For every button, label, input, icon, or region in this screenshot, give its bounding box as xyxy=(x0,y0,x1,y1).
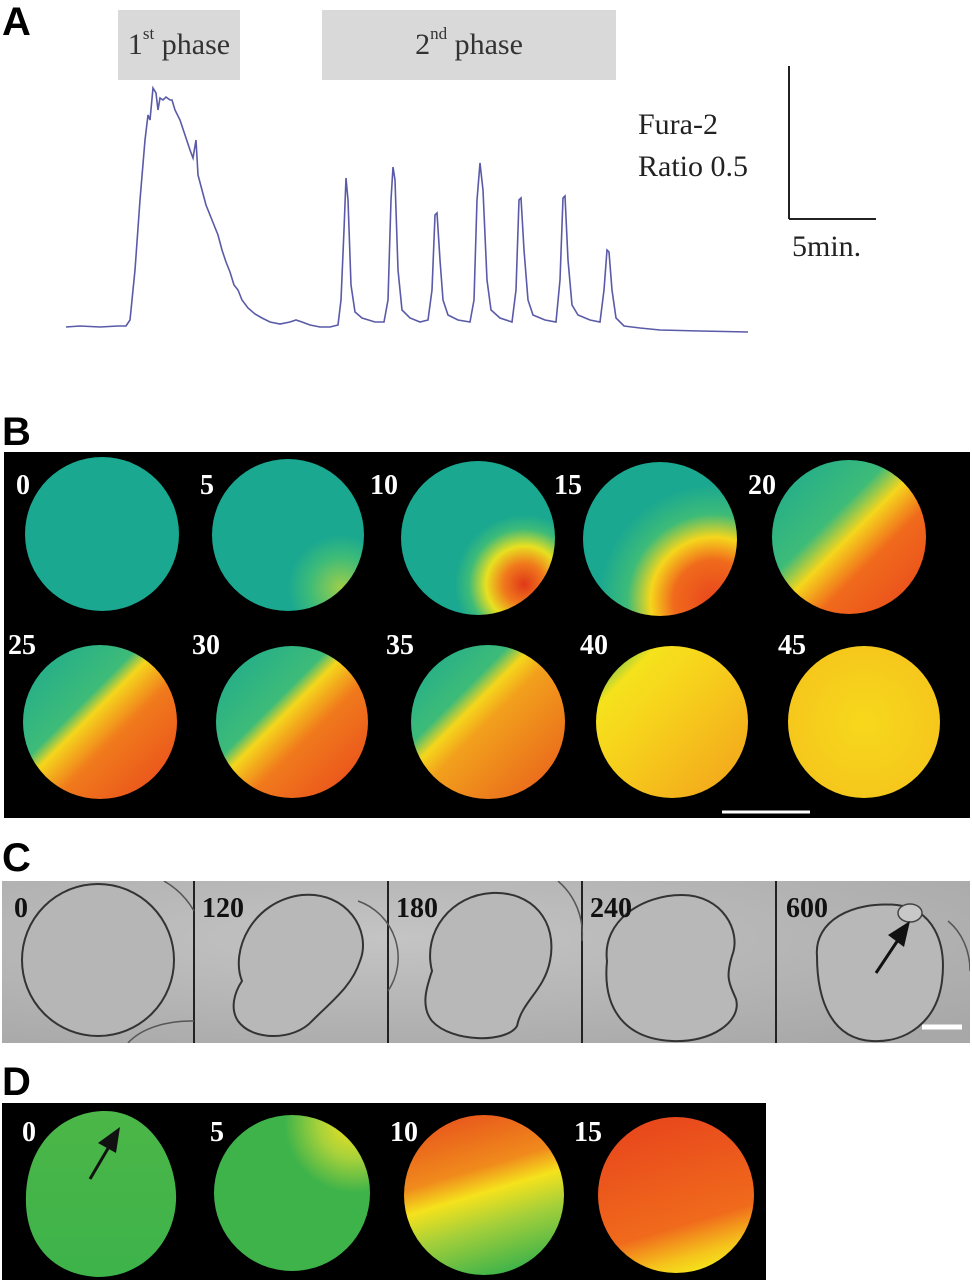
cell-b-15 xyxy=(583,462,737,616)
panel-d-image-strip: 0 5 10 15 xyxy=(2,1103,766,1280)
frame-label-d-15: 15 xyxy=(574,1117,602,1148)
frame-label-b-35: 35 xyxy=(386,630,414,661)
frame-label-d-5: 5 xyxy=(210,1117,224,1148)
scale-y-label: Fura-2 Ratio 0.5 xyxy=(638,104,748,188)
cell-b-30 xyxy=(216,646,368,798)
cell-d-10 xyxy=(404,1115,564,1275)
scale-y-label-line2: Ratio 0.5 xyxy=(638,150,748,183)
cell-d-15 xyxy=(598,1117,754,1273)
panel-b-image-strip: 0 5 10 15 20 25 30 35 40 45 xyxy=(4,452,970,818)
first-phase-box: 1st phase xyxy=(118,10,240,80)
frame-label-b-45: 45 xyxy=(778,630,806,661)
cell-b-25 xyxy=(23,645,177,799)
frame-label-b-30: 30 xyxy=(192,630,220,661)
frame-label-c-240: 240 xyxy=(590,893,632,924)
frame-label-c-120: 120 xyxy=(202,893,244,924)
arrow-c-shaft xyxy=(874,936,902,974)
trace-line xyxy=(65,85,749,333)
frame-label-c-0: 0 xyxy=(14,893,28,924)
panel-c-letter: C xyxy=(2,836,31,880)
cell-b-20 xyxy=(772,460,926,614)
arrow-d-shaft xyxy=(88,1144,112,1180)
frame-label-b-10: 10 xyxy=(370,470,398,501)
arrow-c-head-icon xyxy=(888,921,910,947)
cell-b-5 xyxy=(212,459,364,611)
cell-c-240 xyxy=(605,893,738,1043)
frame-label-d-10: 10 xyxy=(390,1117,418,1148)
panel-d-svg: 0 5 10 15 xyxy=(22,1110,754,1277)
polar-body-c xyxy=(897,903,923,923)
neighbor-c-4 xyxy=(557,881,584,942)
frame-label-b-20: 20 xyxy=(748,470,776,501)
cell-b-10 xyxy=(401,461,555,615)
panel-c-svg: 0 120 180 240 600 xyxy=(2,881,970,1043)
cell-c-120 xyxy=(232,893,364,1037)
panel-b-svg: 0 5 10 15 20 25 30 35 40 45 xyxy=(8,457,940,814)
cell-d-0 xyxy=(25,1110,177,1277)
neighbor-c-3 xyxy=(357,900,399,992)
cell-d-5 xyxy=(214,1115,370,1271)
cell-c-600 xyxy=(815,903,944,1043)
arrow-d-head-icon xyxy=(98,1127,120,1153)
first-phase-label: 1st phase xyxy=(127,24,231,61)
frame-label-b-25: 25 xyxy=(8,630,36,661)
frame-label-c-600: 600 xyxy=(786,893,828,924)
frame-label-d-0: 0 xyxy=(22,1117,36,1148)
cell-c-180 xyxy=(424,891,553,1040)
second-phase-label: 2nd phase xyxy=(415,24,523,61)
cell-b-40 xyxy=(596,646,748,798)
frame-label-b-0: 0 xyxy=(16,470,30,501)
neighbor-c-1 xyxy=(163,881,195,912)
cell-c-0 xyxy=(21,883,175,1037)
neighbor-c-5 xyxy=(947,920,970,971)
calcium-trace xyxy=(65,66,876,333)
panel-d-letter: D xyxy=(2,1060,31,1104)
panel-a-letter: A xyxy=(2,0,31,44)
scale-x-label: 5min. xyxy=(792,230,862,263)
frame-label-b-5: 5 xyxy=(200,470,214,501)
frame-label-b-40: 40 xyxy=(580,630,608,661)
frame-label-b-15: 15 xyxy=(554,470,582,501)
frame-label-c-180: 180 xyxy=(396,893,438,924)
scale-y-label-line1: Fura-2 xyxy=(638,108,718,141)
panel-b-letter: B xyxy=(2,410,31,454)
second-phase-box: 2nd phase xyxy=(322,10,616,80)
neighbor-c-2 xyxy=(127,1020,195,1043)
cell-b-45 xyxy=(788,646,940,798)
panel-c-image-strip: 0 120 180 240 600 xyxy=(2,881,970,1043)
cell-b-0 xyxy=(25,457,179,611)
cell-b-35 xyxy=(411,645,565,799)
